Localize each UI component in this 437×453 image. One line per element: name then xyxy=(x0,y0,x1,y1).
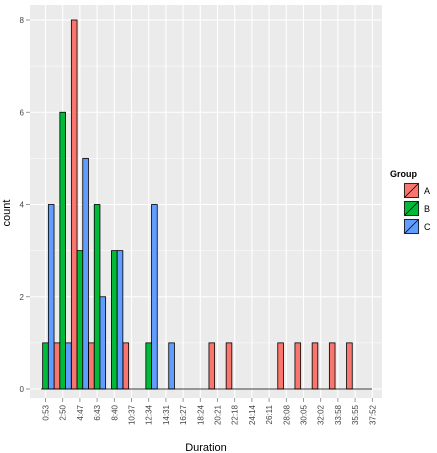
x-tick-label: 4:47 xyxy=(76,404,85,420)
bar-b-2 xyxy=(76,250,84,390)
bar-c-7 xyxy=(168,342,175,390)
legend-key-slash xyxy=(404,201,419,216)
bar-a-15 xyxy=(294,342,302,390)
x-tick-label: 2:50 xyxy=(59,404,68,420)
x-tick-label: 16:27 xyxy=(179,404,188,425)
bar-b-4 xyxy=(111,250,118,390)
legend-label-a: A xyxy=(424,186,430,196)
y-axis-title: count xyxy=(1,200,13,227)
bar-c-2 xyxy=(82,157,89,390)
legend-key-slash xyxy=(404,183,419,198)
x-tick-label: 10:37 xyxy=(128,404,137,425)
x-tick-label: 12:34 xyxy=(145,404,154,425)
bar-a-5 xyxy=(122,342,130,390)
x-axis: 0:53 2:50 4:47 6:43 8:40 10:37 12:34 14:31 16:27… xyxy=(42,398,377,425)
y-tick-label: 6 xyxy=(20,108,25,117)
y-tick-label: 8 xyxy=(20,16,25,25)
x-tick-label: 6:43 xyxy=(93,404,102,420)
bar-a-1 xyxy=(53,342,61,390)
bar-b-6 xyxy=(145,342,152,390)
x-tick-label: 18:24 xyxy=(196,404,205,425)
x-tick-label: 30:05 xyxy=(300,404,309,425)
bar-b-0 xyxy=(42,342,49,390)
x-tick-label: 8:40 xyxy=(110,404,119,420)
bar-b-1 xyxy=(59,111,66,390)
bars xyxy=(41,19,372,390)
x-tick-label: 22:18 xyxy=(231,404,240,425)
bar-a-16 xyxy=(311,342,319,390)
legend-key-slash xyxy=(404,219,419,234)
bar-a-10 xyxy=(208,342,216,390)
x-tick-label: 14:31 xyxy=(162,404,171,425)
legend-title: Group xyxy=(390,169,417,179)
legend-label-c: C xyxy=(424,222,431,232)
legend-label-b: B xyxy=(424,204,430,214)
bar-a-11 xyxy=(225,342,233,390)
bar-a-14 xyxy=(277,342,284,390)
y-tick-label: 2 xyxy=(20,293,25,302)
x-tick-label: 35:55 xyxy=(351,404,360,425)
bar-c-6 xyxy=(151,204,158,390)
legend: Group ABC xyxy=(390,169,431,236)
x-tick-label: 0:53 xyxy=(42,404,51,420)
x-tick-label: 32:02 xyxy=(317,404,326,425)
bar-c-0 xyxy=(47,204,55,390)
bar-a-18 xyxy=(346,342,353,390)
bar-c-4 xyxy=(116,250,124,390)
y-axis: 0 2 4 6 8 xyxy=(20,16,30,394)
x-tick-label: 28:08 xyxy=(282,404,291,425)
x-tick-label: 37:52 xyxy=(368,404,377,425)
x-tick-label: 20:21 xyxy=(214,404,223,425)
bar-a-2 xyxy=(70,19,78,390)
bar-c-1 xyxy=(65,342,72,390)
x-tick-label: 33:58 xyxy=(334,404,343,425)
y-tick-label: 4 xyxy=(20,201,25,210)
bar-a-3 xyxy=(88,342,95,390)
bar-c-3 xyxy=(99,296,107,390)
y-tick-label: 0 xyxy=(20,385,25,394)
x-axis-title: Duration xyxy=(185,442,227,453)
bar-a-17 xyxy=(328,342,336,390)
x-tick-label: 24:14 xyxy=(248,404,257,425)
bar-b-3 xyxy=(93,204,101,390)
x-tick-label: 26:11 xyxy=(265,404,274,424)
